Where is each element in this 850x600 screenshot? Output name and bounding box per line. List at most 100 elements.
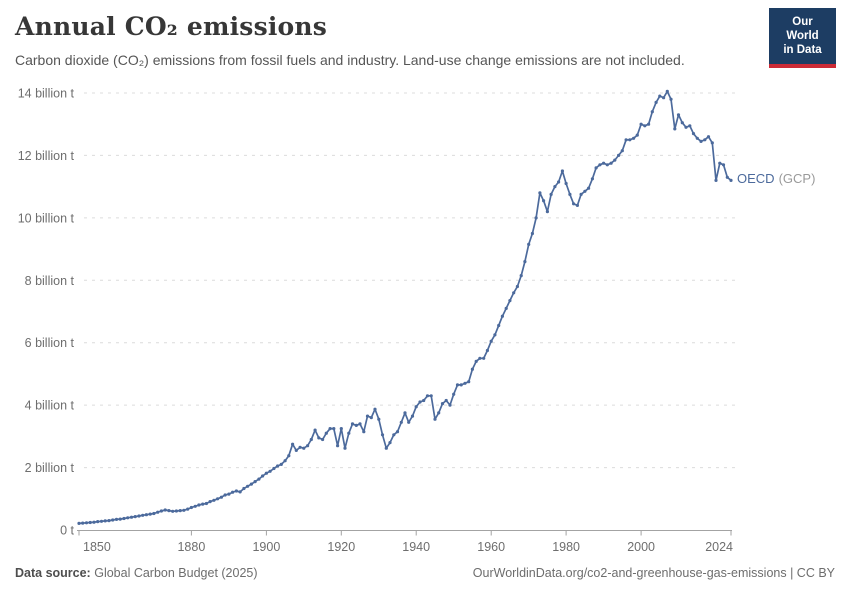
data-point[interactable]	[575, 203, 580, 207]
data-point[interactable]	[549, 192, 553, 196]
data-point[interactable]	[530, 231, 535, 236]
data-point[interactable]	[429, 394, 433, 398]
data-point[interactable]	[197, 503, 201, 507]
data-point[interactable]	[658, 94, 662, 98]
data-point[interactable]	[624, 138, 628, 142]
data-point[interactable]	[137, 514, 141, 518]
data-point[interactable]	[632, 136, 636, 140]
data-point[interactable]	[564, 181, 568, 186]
data-point[interactable]	[369, 416, 373, 420]
data-point[interactable]	[665, 89, 669, 93]
series-line[interactable]	[78, 90, 732, 525]
data-point[interactable]	[523, 260, 527, 264]
data-point[interactable]	[156, 510, 160, 514]
data-point[interactable]	[257, 477, 261, 481]
data-point[interactable]	[673, 127, 677, 131]
data-point[interactable]	[298, 445, 302, 449]
data-point[interactable]	[474, 359, 478, 363]
data-point[interactable]	[676, 113, 681, 117]
data-point[interactable]	[328, 427, 332, 431]
data-point[interactable]	[144, 513, 148, 517]
data-point[interactable]	[163, 508, 167, 512]
data-point[interactable]	[302, 446, 306, 450]
data-point[interactable]	[186, 507, 190, 511]
data-point[interactable]	[294, 448, 298, 452]
data-point[interactable]	[223, 493, 227, 497]
data-point[interactable]	[553, 185, 557, 189]
data-point[interactable]	[572, 202, 576, 206]
data-point[interactable]	[208, 500, 212, 504]
data-point[interactable]	[718, 161, 722, 165]
data-point[interactable]	[339, 427, 343, 431]
data-point[interactable]	[650, 110, 654, 114]
data-point[interactable]	[647, 122, 651, 126]
data-point[interactable]	[216, 497, 220, 501]
data-point[interactable]	[620, 149, 624, 153]
data-point[interactable]	[317, 436, 321, 440]
data-point[interactable]	[568, 192, 572, 196]
data-point[interactable]	[92, 520, 96, 524]
data-point[interactable]	[264, 471, 268, 475]
data-point[interactable]	[598, 163, 602, 167]
data-point[interactable]	[628, 138, 632, 142]
series-name-label[interactable]: OECD	[737, 171, 775, 187]
data-point[interactable]	[482, 356, 486, 360]
data-point[interactable]	[193, 504, 197, 508]
data-point[interactable]	[201, 502, 205, 506]
data-point[interactable]	[111, 518, 115, 522]
series-end-label[interactable]: OECD (GCP)	[737, 171, 815, 186]
data-point[interactable]	[407, 420, 411, 424]
data-point[interactable]	[103, 519, 107, 523]
data-point[interactable]	[118, 517, 122, 521]
data-point[interactable]	[167, 509, 171, 513]
data-point[interactable]	[448, 403, 452, 407]
data-point[interactable]	[380, 433, 385, 437]
data-point[interactable]	[373, 407, 377, 411]
data-point[interactable]	[729, 178, 733, 182]
data-point[interactable]	[77, 521, 81, 526]
data-point[interactable]	[691, 132, 696, 136]
data-point[interactable]	[688, 124, 692, 128]
data-point[interactable]	[444, 398, 448, 403]
data-point[interactable]	[583, 189, 587, 193]
data-point[interactable]	[699, 139, 703, 143]
data-point[interactable]	[107, 519, 111, 523]
data-point[interactable]	[365, 414, 370, 418]
data-point[interactable]	[560, 169, 565, 173]
data-point[interactable]	[414, 405, 418, 409]
data-point[interactable]	[126, 516, 130, 520]
data-point[interactable]	[81, 521, 85, 525]
data-point[interactable]	[534, 216, 538, 220]
data-point[interactable]	[313, 428, 317, 432]
data-point[interactable]	[287, 454, 291, 458]
data-point[interactable]	[362, 430, 366, 434]
data-point[interactable]	[643, 124, 647, 128]
data-point[interactable]	[152, 511, 156, 516]
data-point[interactable]	[96, 520, 100, 524]
data-point[interactable]	[395, 430, 400, 434]
data-point[interactable]	[246, 484, 250, 488]
series-points[interactable]	[77, 89, 733, 526]
data-point[interactable]	[519, 274, 523, 278]
data-point[interactable]	[253, 480, 257, 484]
data-point[interactable]	[587, 186, 591, 190]
data-point[interactable]	[122, 516, 126, 521]
data-point[interactable]	[545, 210, 550, 214]
data-point[interactable]	[324, 431, 328, 435]
data-point[interactable]	[512, 291, 516, 295]
data-point[interactable]	[358, 422, 362, 426]
data-point[interactable]	[133, 515, 137, 519]
data-point[interactable]	[189, 505, 193, 510]
data-point[interactable]	[242, 486, 246, 491]
data-point[interactable]	[227, 492, 231, 496]
data-point[interactable]	[321, 437, 325, 442]
data-point[interactable]	[332, 427, 336, 431]
data-point[interactable]	[283, 459, 287, 463]
data-point[interactable]	[268, 469, 272, 473]
data-point[interactable]	[602, 161, 606, 165]
data-point[interactable]	[478, 356, 482, 360]
data-point[interactable]	[171, 509, 175, 513]
data-point[interactable]	[141, 513, 145, 517]
data-point[interactable]	[343, 446, 347, 450]
data-point[interactable]	[613, 158, 617, 162]
